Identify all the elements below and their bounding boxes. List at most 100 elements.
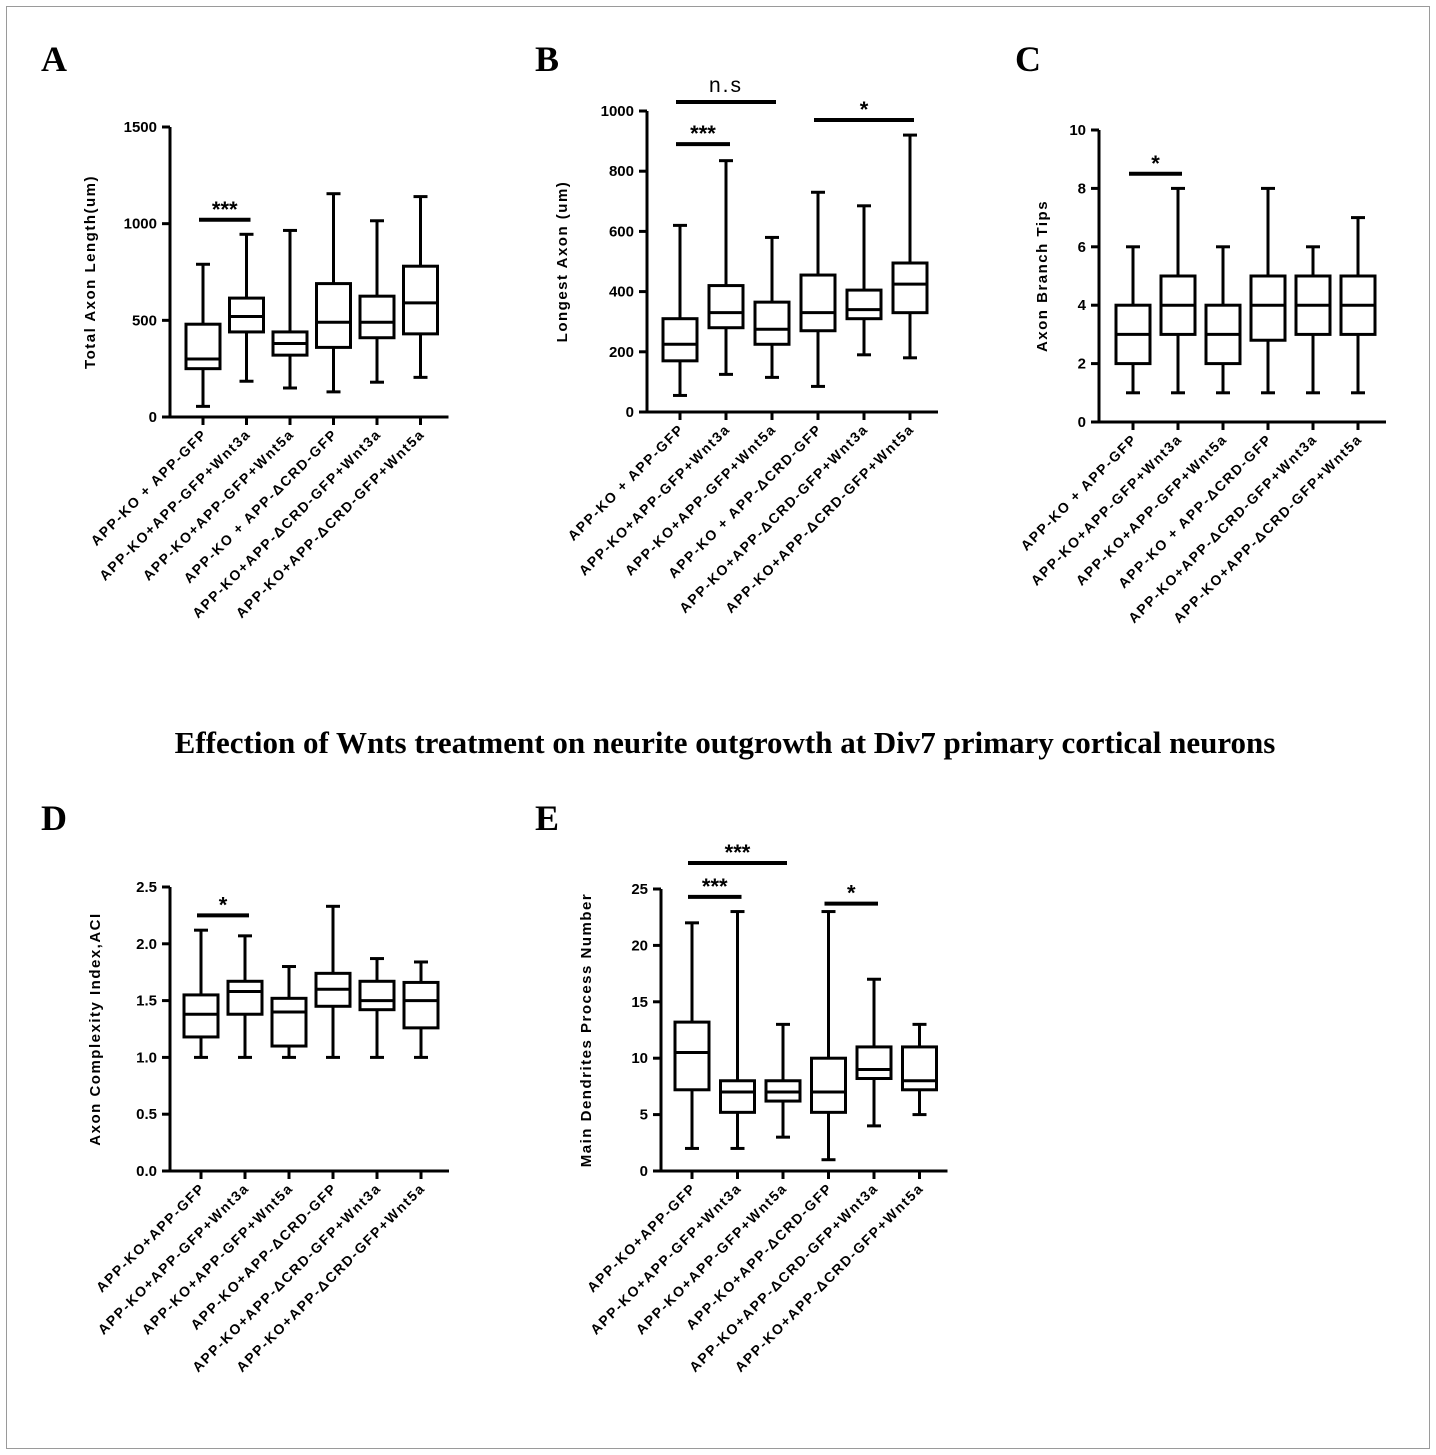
y-tick-label: 500 xyxy=(132,312,157,329)
box-plot xyxy=(855,977,893,1128)
main-title: Effection of Wnts treatment on neurite o… xyxy=(175,725,1276,760)
box-plot xyxy=(1114,245,1152,395)
significance-label: * xyxy=(219,892,228,917)
box-plot xyxy=(891,133,929,360)
iqr-box xyxy=(1249,274,1287,342)
y-tick-label: 1500 xyxy=(124,119,157,136)
box-plot xyxy=(719,910,756,1150)
y-tick-label: 15 xyxy=(631,994,648,1011)
box-plot xyxy=(1339,216,1377,395)
y-tick-label: 0 xyxy=(640,1163,648,1180)
significance-label: *** xyxy=(702,874,728,899)
y-tick-label: 0 xyxy=(1078,414,1086,431)
y-tick-label: 8 xyxy=(1078,180,1086,197)
box-plot xyxy=(402,960,440,1059)
iqr-box xyxy=(719,1079,756,1114)
y-tick-label: 6 xyxy=(1078,239,1086,256)
box-plot xyxy=(358,957,396,1059)
panel-e: E 0 5 10 15 20 25 Main Dendrites Process Numbe… xyxy=(535,798,948,1375)
panel-b-letter: B xyxy=(535,39,559,79)
iqr-box xyxy=(184,322,222,371)
y-tick-label: 800 xyxy=(609,163,634,180)
iqr-box xyxy=(707,284,745,330)
box-plot xyxy=(661,223,699,397)
iqr-box xyxy=(891,261,929,315)
y-tick-label: 2.5 xyxy=(136,879,157,896)
significance-label: n.s xyxy=(709,74,743,97)
iqr-box xyxy=(753,300,791,346)
iqr-box xyxy=(402,264,439,336)
y-tick-label: 1.0 xyxy=(136,1049,157,1066)
significance-label: * xyxy=(860,97,869,122)
iqr-box xyxy=(182,993,220,1039)
y-tick-label: 200 xyxy=(609,344,634,361)
y-axis-label: Main Dendrites Process Number xyxy=(578,893,595,1167)
box-plot xyxy=(271,228,309,390)
y-tick-label: 25 xyxy=(631,881,648,898)
iqr-box xyxy=(673,1020,711,1092)
box-plot xyxy=(270,965,308,1059)
box-plot xyxy=(753,235,791,379)
y-tick-label: 0 xyxy=(149,409,157,426)
box-plot xyxy=(184,262,222,408)
box-plot xyxy=(1204,245,1242,395)
iqr-box xyxy=(358,979,396,1012)
figure-frame: Effection of Wnts treatment on neurite o… xyxy=(6,6,1430,1449)
box-plot xyxy=(402,195,439,379)
y-axis-label: Total Axon Length(um) xyxy=(82,175,99,369)
box-plot xyxy=(182,928,220,1059)
iqr-box xyxy=(402,980,440,1030)
iqr-box xyxy=(226,979,264,1016)
y-tick-label: 2.0 xyxy=(136,936,157,953)
box-plot xyxy=(764,1022,802,1139)
panel-e-letter: E xyxy=(535,798,559,838)
panel-c-letter: C xyxy=(1015,39,1041,79)
y-tick-label: 1.5 xyxy=(136,993,157,1010)
figure-canvas: Effection of Wnts treatment on neurite o… xyxy=(41,39,1386,1375)
iqr-box xyxy=(810,1056,847,1114)
y-tick-label: 1000 xyxy=(124,216,157,233)
significance-label: *** xyxy=(725,840,751,865)
significance-label: * xyxy=(847,881,856,906)
y-tick-label: 400 xyxy=(609,284,634,301)
y-tick-label: 20 xyxy=(631,937,648,954)
iqr-box xyxy=(270,996,308,1048)
y-axis-label: Axon Complexity Index,ACI xyxy=(87,912,104,1145)
y-axis-label: Longest Axon (um) xyxy=(554,181,571,343)
box-plot xyxy=(1249,186,1287,395)
box-plot xyxy=(314,904,352,1059)
box-plot xyxy=(358,219,396,384)
y-tick-label: 1000 xyxy=(601,103,634,120)
y-tick-label: 600 xyxy=(609,223,634,240)
iqr-box xyxy=(661,317,699,363)
iqr-box xyxy=(845,288,883,321)
y-tick-label: 0.5 xyxy=(136,1106,157,1123)
y-tick-label: 0 xyxy=(626,404,634,421)
significance-label: *** xyxy=(690,121,716,146)
iqr-box xyxy=(799,273,837,333)
panel-d-letter: D xyxy=(41,798,67,838)
iqr-box xyxy=(315,282,352,349)
y-tick-label: 2 xyxy=(1078,356,1086,373)
y-axis-label: Axon Branch Tips xyxy=(1034,200,1051,352)
panel-a-letter: A xyxy=(41,39,67,79)
panel-d: D 0.0 0.5 1.0 1.5 2.0 2.5 Axon Complexity Inde… xyxy=(41,798,449,1375)
iqr-box xyxy=(358,294,396,340)
y-tick-label: 10 xyxy=(1069,122,1086,139)
significance-label: * xyxy=(1151,151,1160,176)
box-plot xyxy=(810,910,847,1162)
box-plot xyxy=(228,232,265,383)
y-tick-label: 4 xyxy=(1078,297,1087,314)
box-plot xyxy=(707,159,745,376)
y-tick-label: 5 xyxy=(640,1107,648,1124)
iqr-box xyxy=(901,1045,938,1092)
box-plot xyxy=(1294,245,1332,395)
y-tick-label: 10 xyxy=(631,1050,648,1067)
box-plot xyxy=(1159,186,1197,395)
box-plot xyxy=(673,921,711,1150)
box-plot xyxy=(845,204,883,357)
box-plot xyxy=(799,190,837,388)
